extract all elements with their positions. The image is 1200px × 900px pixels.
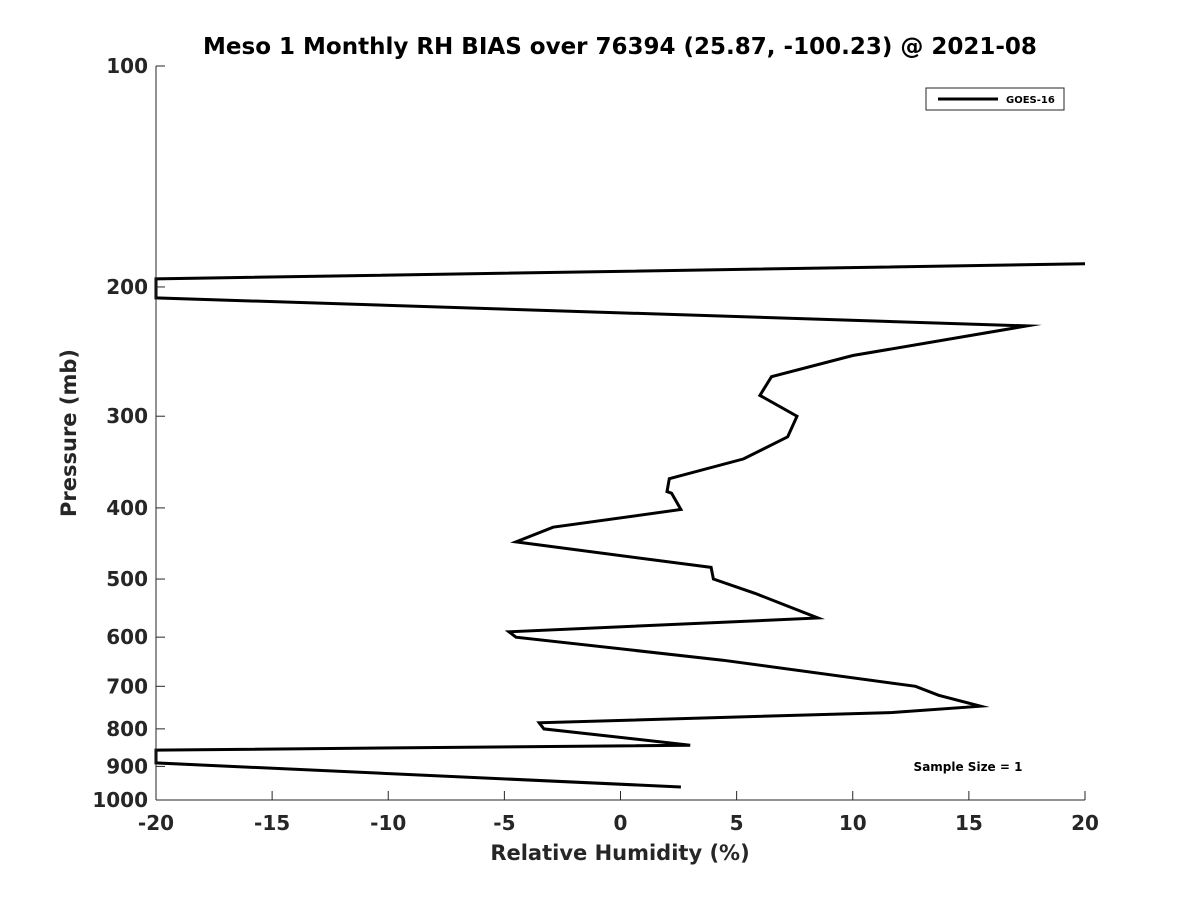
- y-tick-label: 1000: [92, 788, 148, 812]
- x-tick-label: 5: [730, 811, 744, 835]
- y-axis-ticks: 100 200 300 400 500 600 700 800 900 1000: [92, 54, 165, 812]
- x-tick-label: 15: [955, 811, 983, 835]
- x-tick-label: 10: [839, 811, 867, 835]
- y-tick-label: 400: [106, 496, 148, 520]
- x-tick-label: -5: [493, 811, 515, 835]
- plot-area: [156, 66, 1085, 800]
- sample-size-annotation: Sample Size = 1: [914, 760, 1023, 774]
- y-tick-label: 600: [106, 625, 148, 649]
- x-axis-label: Relative Humidity (%): [490, 841, 749, 865]
- series-line-goes-16: [154, 262, 1086, 789]
- y-axis-label: Pressure (mb): [57, 349, 81, 517]
- x-tick-label: -15: [254, 811, 290, 835]
- series-layer: [154, 262, 1086, 789]
- y-tick-label: 100: [106, 54, 148, 78]
- x-tick-label: 20: [1071, 811, 1099, 835]
- x-tick-label: -20: [138, 811, 174, 835]
- y-tick-label: 500: [106, 567, 148, 591]
- legend: GOES-16: [925, 87, 1065, 111]
- y-tick-label: 900: [106, 754, 148, 778]
- x-tick-label: 0: [614, 811, 628, 835]
- x-tick-label: -10: [370, 811, 406, 835]
- y-tick-label: 300: [106, 404, 148, 428]
- chart-title: Meso 1 Monthly RH BIAS over 76394 (25.87…: [203, 34, 1037, 60]
- x-axis-ticks: -20 -15 -10 -5 0 5 10 15 20: [138, 791, 1099, 835]
- legend-label-goes-16: GOES-16: [1006, 95, 1055, 106]
- y-tick-label: 700: [106, 674, 148, 698]
- y-tick-label: 800: [106, 717, 148, 741]
- y-tick-label: 200: [106, 275, 148, 299]
